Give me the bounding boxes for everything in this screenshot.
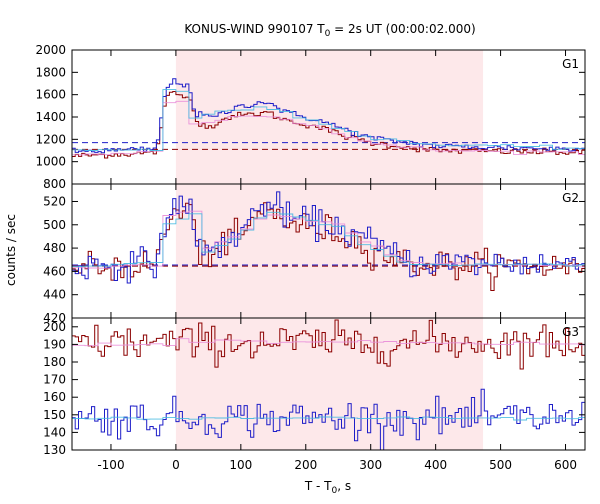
- x-tick-label: 0: [172, 458, 180, 472]
- x-tick-label: 300: [359, 458, 382, 472]
- y-tick-label: 1800: [35, 65, 66, 79]
- x-tick-label: 600: [554, 458, 577, 472]
- chart-title: KONUS-WIND 990107 T0 = 2s UT (00:00:02.0…: [184, 22, 475, 39]
- highlight-interval-g3: [175, 318, 484, 450]
- x-tick-label: 500: [489, 458, 512, 472]
- series-red-g2: [72, 202, 585, 291]
- axes-layer: 800100012001400160018002000G142044046048…: [35, 43, 586, 472]
- x-tick-label: 200: [294, 458, 317, 472]
- y-tick-label: 480: [43, 241, 66, 255]
- panel-g2-data: [72, 191, 585, 291]
- panel-g1-data: [72, 78, 585, 159]
- series-cyan-g2: [72, 211, 585, 268]
- series-red-g1: [72, 91, 585, 159]
- series-blue-g2: [72, 191, 585, 284]
- highlight-interval-g1: [175, 50, 484, 184]
- panel-label-g1: G1: [562, 57, 579, 71]
- panel-g3-data: [72, 319, 585, 450]
- x-tick-label: 400: [424, 458, 447, 472]
- y-tick-label: 1000: [35, 155, 66, 169]
- y-tick-label: 200: [43, 320, 66, 334]
- series-cyan-g3: [72, 416, 585, 421]
- y-tick-label: 2000: [35, 43, 66, 57]
- y-tick-label: 150: [43, 408, 66, 422]
- series-red-g3: [72, 319, 585, 370]
- data-layer: [72, 78, 585, 450]
- y-axis-label: counts / sec: [4, 214, 18, 286]
- y-tick-label: 440: [43, 288, 66, 302]
- y-tick-label: 190: [43, 337, 66, 351]
- series-blue-g3: [72, 388, 585, 450]
- y-tick-label: 180: [43, 355, 66, 369]
- y-tick-label: 170: [43, 373, 66, 387]
- x-axis-label: T - T0, s: [304, 479, 351, 496]
- x-tick-label: 100: [229, 458, 252, 472]
- series-cyan-g1: [72, 89, 585, 151]
- highlight-layer: [175, 50, 484, 450]
- y-tick-label: 130: [43, 443, 66, 457]
- panel-label-g3: G3: [562, 325, 579, 339]
- y-tick-label: 800: [43, 177, 66, 191]
- y-tick-label: 500: [43, 218, 66, 232]
- y-tick-label: 160: [43, 390, 66, 404]
- series-pink-g3: [72, 338, 585, 347]
- y-tick-label: 140: [43, 425, 66, 439]
- y-tick-label: 420: [43, 311, 66, 325]
- y-tick-label: 520: [43, 194, 66, 208]
- y-tick-label: 1400: [35, 110, 66, 124]
- panel-frame-g3: [71, 317, 586, 451]
- panel-label-g2: G2: [562, 191, 579, 205]
- x-tick-label: -100: [97, 458, 124, 472]
- series-blue-g1: [72, 78, 585, 154]
- y-tick-label: 460: [43, 264, 66, 278]
- y-tick-label: 1600: [35, 88, 66, 102]
- y-tick-label: 1200: [35, 132, 66, 146]
- highlight-interval-g2: [175, 184, 484, 318]
